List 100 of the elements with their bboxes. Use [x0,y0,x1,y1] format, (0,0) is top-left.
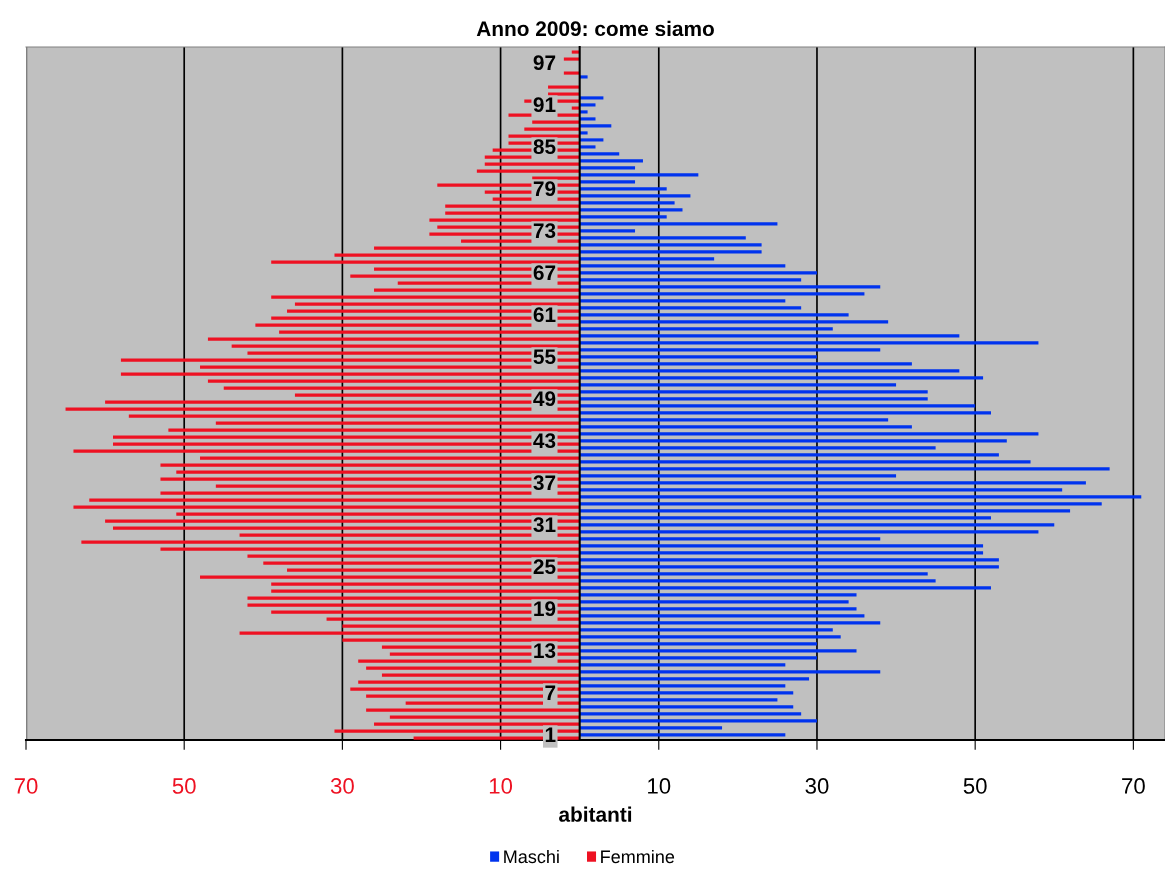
bar [524,127,580,131]
x-axis-title: abitanti [559,806,632,822]
bar [579,222,778,226]
bar [579,271,817,275]
bar [247,554,580,558]
bar [579,390,928,394]
bar [366,666,580,670]
bar [579,418,889,422]
x-tick-label: 50 [963,778,987,794]
bar [579,565,999,569]
bar [176,512,580,516]
bar [200,456,580,460]
bar [579,474,897,478]
bar [579,411,991,415]
bar [579,607,857,611]
bar [579,299,786,303]
bar [579,425,912,429]
bar [579,117,596,121]
bar [548,92,580,96]
bar [366,708,580,712]
bar [579,152,620,156]
bar [579,166,636,170]
x-tick-label: 10 [489,778,513,794]
y-tick-label: 85 [533,139,556,155]
bar [579,509,1071,513]
bar [579,523,1055,527]
bar [160,547,580,551]
bar [579,278,802,282]
bar [579,362,912,366]
bar [342,624,580,628]
bar [579,376,984,380]
bar [207,379,580,383]
bar [579,397,928,401]
bar [579,432,1039,436]
bar [579,684,786,688]
bar [579,698,778,702]
legend-label: Femmine [601,849,675,864]
bar [508,134,580,138]
bar [579,159,643,163]
bar [247,596,580,600]
bar [120,372,580,376]
bar [579,348,881,352]
x-tick-label: 10 [648,778,671,794]
bar [168,428,580,432]
y-tick-label: 73 [533,223,556,239]
bar [279,330,580,334]
bar [579,446,936,450]
bar [445,204,580,208]
bar [579,355,817,359]
bar [374,288,580,292]
bar [579,670,881,674]
bar [579,530,1039,534]
bar [358,680,580,684]
bar [579,677,810,681]
bar [579,586,991,590]
bar [579,229,636,233]
bar [579,341,1039,345]
bar [389,715,580,719]
bar [579,628,833,632]
bar [579,579,936,583]
bar [381,673,580,677]
bar [484,162,580,166]
bar [579,467,1110,471]
y-tick-label: 13 [534,643,556,659]
bar [579,236,746,240]
bar [271,295,580,299]
chart-title: Anno 2009: come siamo [476,20,714,37]
bar [579,103,596,107]
bar [294,302,580,306]
y-tick-label: 55 [533,349,556,365]
bar [445,211,580,215]
bar [405,701,580,705]
bar [579,250,762,254]
bar [223,386,580,390]
bar [579,537,881,541]
bar [579,404,976,408]
bar [128,414,580,418]
bar [73,449,580,453]
bar [563,57,580,61]
bar [579,208,683,212]
bar [579,313,849,317]
bar [271,260,580,264]
bar [579,516,991,520]
bar [579,145,596,149]
bar [374,246,580,250]
y-tick-label: 43 [533,433,556,449]
y-tick-label: 1 [545,727,556,742]
bar [579,320,889,324]
bar [579,488,1063,492]
bar [579,656,817,660]
y-tick-label: 19 [534,601,556,617]
bar [579,705,794,709]
bar [215,421,580,425]
bar [81,540,580,544]
bar [476,169,580,173]
bar [579,110,588,114]
bar [579,383,897,387]
y-tick-label: 37 [533,475,556,491]
bar [239,631,580,635]
bar [579,264,786,268]
